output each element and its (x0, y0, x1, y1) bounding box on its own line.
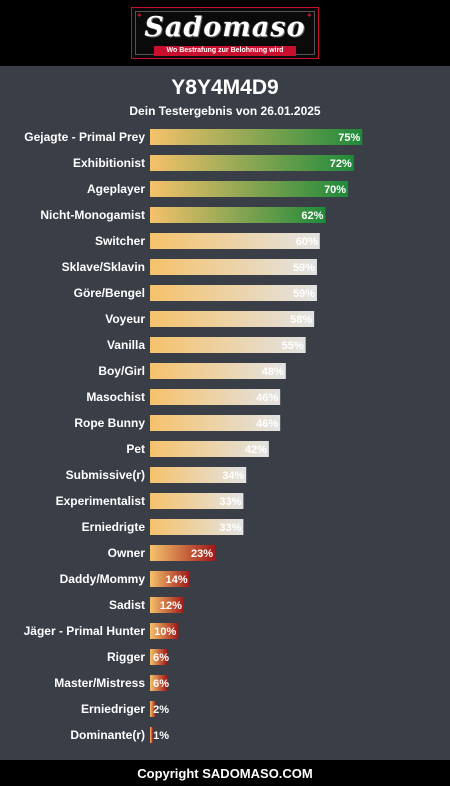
value-label: 75% (338, 132, 360, 144)
category-label: Submissive(r) (66, 468, 145, 482)
category-label: Voyeur (105, 312, 145, 326)
value-label: 62% (301, 210, 323, 222)
result-bar (150, 545, 216, 561)
category-label: Boy/Girl (98, 364, 145, 378)
result-bar (150, 181, 349, 197)
result-bar (150, 675, 167, 691)
logo-tagline-band (154, 46, 296, 56)
result-bar (150, 415, 281, 431)
logo-corner-ornament-icon: ✦ (136, 11, 143, 20)
value-label: 70% (324, 184, 346, 196)
category-label: Rigger (107, 650, 145, 664)
logo-wordmark: Sadomaso (144, 12, 306, 43)
result-bar (150, 233, 320, 249)
value-label: 60% (296, 236, 318, 248)
value-label: 6% (153, 652, 169, 664)
category-label: Daddy/Mommy (60, 572, 146, 586)
category-label: Sadist (109, 598, 145, 612)
category-label: Nicht-Monogamist (40, 208, 145, 222)
value-label: 33% (219, 496, 241, 508)
value-label: 23% (191, 548, 213, 560)
result-bar (150, 571, 190, 587)
value-label: 10% (154, 626, 176, 638)
value-label: 58% (290, 314, 312, 326)
result-bar (150, 441, 269, 457)
value-label: 14% (166, 574, 188, 586)
result-bar (150, 519, 244, 535)
category-label: Dominante(r) (70, 728, 145, 742)
result-bar (150, 155, 354, 171)
value-label: 42% (245, 444, 267, 456)
value-label: 55% (282, 340, 304, 352)
result-bar (150, 129, 363, 145)
category-label: Rope Bunny (74, 416, 145, 430)
category-label: Sklave/Sklavin (62, 260, 145, 274)
category-label: Owner (108, 546, 146, 560)
header: ✦ ✦ Sadomaso Wo Bestrafung zur Belohnung… (0, 0, 450, 66)
category-label: Erniedriger (81, 702, 145, 716)
value-label: 46% (256, 418, 278, 430)
value-label: 6% (153, 678, 169, 690)
value-label: 59% (293, 288, 315, 300)
category-label: Jäger - Primal Hunter (24, 624, 146, 638)
value-label: 46% (256, 392, 278, 404)
result-bar (150, 727, 153, 743)
category-label: Erniedrigte (82, 520, 146, 534)
footer: Copyright SADOMASO.COM (0, 760, 450, 786)
category-label: Vanilla (107, 338, 145, 352)
result-bar (150, 259, 317, 275)
result-bar (150, 623, 179, 639)
page-title: Y8Y4M4D9 (171, 76, 279, 99)
category-label: Pet (126, 442, 145, 456)
copyright-text: Copyright SADOMASO.COM (137, 766, 313, 781)
category-label: Experimentalist (56, 494, 145, 508)
logo-tagline: Wo Bestrafung zur Belohnung wird (166, 47, 284, 54)
result-bar (150, 337, 306, 353)
category-label: Switcher (95, 234, 145, 248)
result-bar (150, 649, 167, 665)
result-bar (150, 285, 317, 301)
value-label: 72% (330, 158, 352, 170)
result-bar (150, 597, 184, 613)
logo-corner-ornament-icon: ✦ (306, 11, 313, 20)
result-bar (150, 207, 326, 223)
result-bar (150, 493, 244, 509)
value-label: 33% (219, 522, 241, 534)
sadomaso-logo[interactable]: ✦ ✦ Sadomaso Wo Bestrafung zur Belohnung… (131, 7, 319, 59)
value-label: 1% (153, 730, 169, 742)
category-label: Masochist (86, 390, 145, 404)
category-label: Exhibitionist (73, 156, 145, 170)
value-label: 2% (153, 704, 169, 716)
category-label: Ageplayer (87, 182, 145, 196)
value-label: 48% (262, 366, 284, 378)
page-subtitle: Dein Testergebnis von 26.01.2025 (129, 104, 321, 118)
value-label: 34% (222, 470, 244, 482)
value-label: 59% (293, 262, 315, 274)
category-label: Master/Mistress (54, 676, 145, 690)
category-label: Gejagte - Primal Prey (24, 130, 145, 144)
result-bar (150, 701, 156, 717)
category-label: Göre/Bengel (74, 286, 145, 300)
result-bar (150, 311, 315, 327)
result-bar (150, 389, 281, 405)
result-bar (150, 363, 286, 379)
result-bar (150, 467, 247, 483)
value-label: 12% (160, 600, 182, 612)
